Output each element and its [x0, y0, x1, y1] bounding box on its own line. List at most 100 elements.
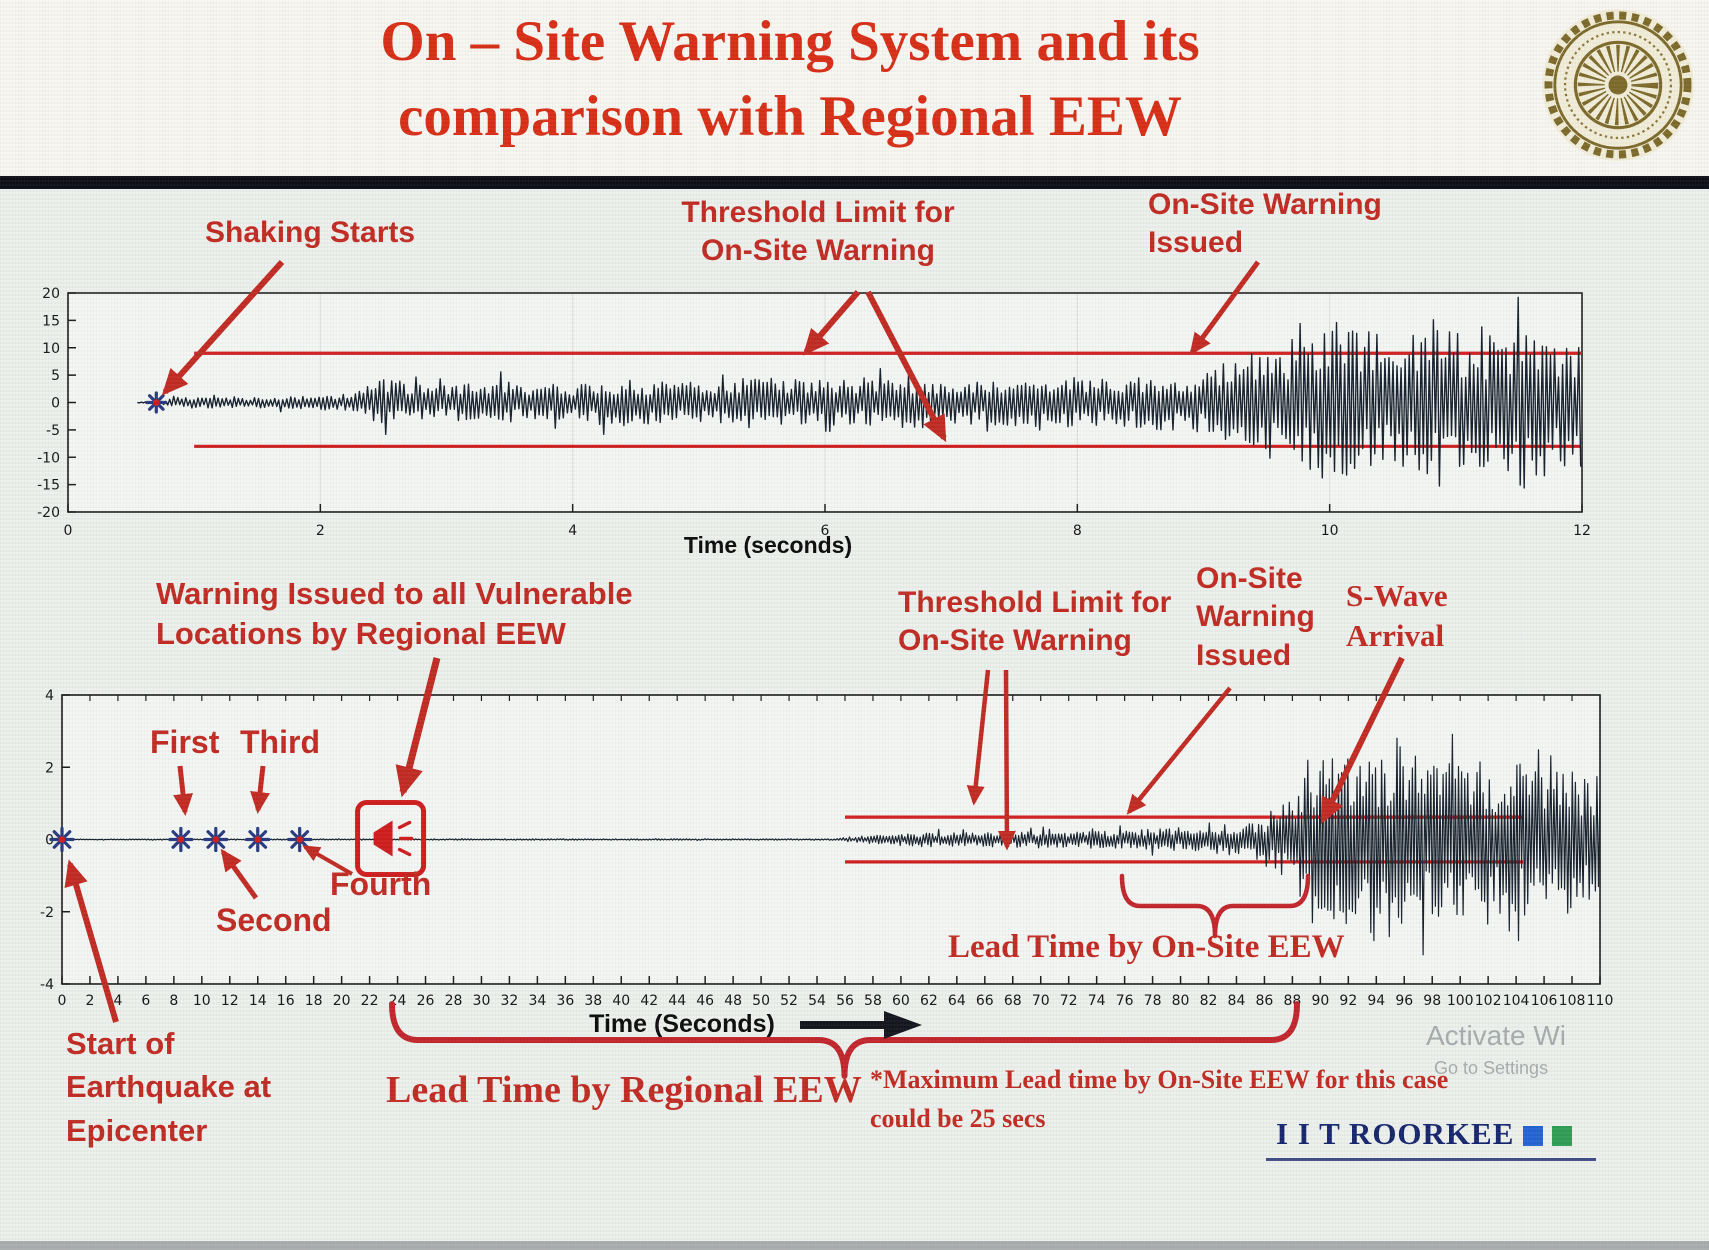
- shaking-start-marker: [145, 391, 168, 414]
- annotation-s-wave-arrival: S-Wave Arrival: [1346, 576, 1448, 655]
- y-tick-label: 4: [45, 688, 54, 704]
- x-tick-label: 90: [1311, 993, 1329, 1009]
- x-tick-label: 86: [1256, 993, 1274, 1009]
- annotation-line: Epicenter: [66, 1112, 208, 1148]
- x-tick-label: 70: [1032, 993, 1050, 1009]
- regional-warning-icon: [355, 800, 427, 877]
- annotation-line: Start of: [66, 1026, 175, 1061]
- annotation-line: *Maximum Lead time by On-Site EEW for th…: [870, 1065, 1449, 1094]
- y-tick-label: 10: [42, 341, 60, 357]
- x-tick-label: 46: [696, 993, 714, 1009]
- iit-roorkee-logo: [1539, 6, 1697, 169]
- x-tick-label: 104: [1503, 993, 1530, 1009]
- annotation-line: Warning: [1196, 600, 1315, 634]
- x-tick-label: 44: [668, 993, 686, 1009]
- x-tick-label: 40: [612, 993, 630, 1009]
- annotation-line: Earthquake at: [66, 1069, 272, 1105]
- activate-windows-watermark: Activate Wi: [1426, 1020, 1567, 1051]
- x-tick-label: 78: [1144, 993, 1162, 1009]
- x-tick-label: 82: [1200, 993, 1218, 1009]
- x-tick-label: 28: [445, 993, 463, 1009]
- y-tick-label: 2: [45, 760, 54, 776]
- y-tick-label: 5: [51, 368, 60, 384]
- slide-title-line1: On – Site Warning System and its: [380, 10, 1200, 73]
- x-tick-label: 102: [1475, 993, 1502, 1009]
- x-tick-label: 98: [1423, 993, 1441, 1009]
- x-tick-label: 48: [724, 993, 742, 1009]
- annotation-first-report: First: [150, 724, 220, 760]
- bottom-chart-xaxis-label: Time (Seconds): [589, 1010, 775, 1038]
- x-tick-label: 0: [64, 523, 73, 539]
- x-tick-label: 34: [528, 993, 546, 1009]
- x-tick-label: 76: [1116, 993, 1134, 1009]
- x-tick-label: 94: [1367, 993, 1385, 1009]
- x-tick-label: 80: [1172, 993, 1190, 1009]
- x-tick-label: 96: [1395, 993, 1413, 1009]
- x-tick-label: 66: [976, 993, 994, 1009]
- y-tick-label: -2: [40, 905, 54, 921]
- p-wave-star-marker: [203, 826, 229, 853]
- x-tick-label: 32: [501, 993, 519, 1009]
- annotation-line: On-Site Warning: [701, 234, 935, 268]
- brand-underline: [1266, 1158, 1596, 1161]
- x-tick-label: 110: [1587, 993, 1614, 1009]
- annotation-fourth-report: Fourth: [330, 866, 432, 902]
- annotation-line: S-Wave: [1346, 578, 1448, 613]
- annotation-shaking-starts: Shaking Starts: [205, 216, 416, 249]
- annotation-line: Threshold Limit for: [681, 196, 955, 229]
- annotation-lead-time-onsite: Lead Time by On-Site EEW: [948, 929, 1345, 965]
- x-tick-label: 4: [568, 523, 577, 539]
- y-tick-label: 0: [51, 396, 60, 412]
- x-tick-label: 108: [1559, 993, 1586, 1009]
- x-tick-label: 100: [1447, 993, 1474, 1009]
- onsite-seismogram-waveform: [137, 296, 1582, 489]
- iit-roorkee-wordmark: I I T ROORKEE: [1276, 1116, 1573, 1152]
- x-tick-label: 64: [948, 993, 966, 1009]
- slide-title: On – Site Warning System and its compari…: [110, 4, 1470, 154]
- x-tick-label: 2: [316, 523, 325, 539]
- x-tick-label: 0: [58, 993, 67, 1009]
- title-divider-bar: [0, 176, 1709, 189]
- x-tick-label: 42: [640, 993, 658, 1009]
- activate-windows-watermark-line2: Go to Settings: [1434, 1058, 1549, 1078]
- p-wave-star-marker: [245, 826, 271, 853]
- x-tick-label: 88: [1283, 993, 1301, 1009]
- x-tick-label: 26: [417, 993, 435, 1009]
- x-tick-label: 6: [141, 993, 150, 1009]
- annotation-line: Locations by Regional EEW: [156, 615, 566, 651]
- p-wave-star-marker: [287, 826, 313, 853]
- x-tick-label: 4: [113, 993, 122, 1009]
- x-tick-label: 92: [1339, 993, 1357, 1009]
- x-tick-label: 84: [1228, 993, 1246, 1009]
- annotation-line: On-Site: [1196, 562, 1303, 595]
- iit-roorkee-seal-icon: [1542, 9, 1694, 161]
- y-tick-label: -5: [46, 423, 60, 439]
- annotation-line: On-Site Warning: [898, 624, 1132, 658]
- x-tick-label: 10: [1321, 523, 1339, 539]
- x-tick-label: 6: [821, 523, 830, 539]
- annotation-line: could be 25 secs: [870, 1104, 1046, 1133]
- annotation-line: On-Site Warning: [1148, 188, 1382, 221]
- x-tick-label: 12: [1573, 523, 1591, 539]
- y-tick-label: -20: [37, 505, 60, 521]
- y-tick-label: 0: [45, 833, 54, 849]
- x-tick-label: 12: [221, 993, 239, 1009]
- x-tick-label: 22: [361, 993, 379, 1009]
- brand-text: I I T ROORKEE: [1276, 1116, 1515, 1151]
- annotation-onsite-warning-issued-top: On-Site Warning Issued: [1148, 186, 1382, 263]
- x-tick-label: 106: [1531, 993, 1558, 1009]
- annotation-threshold-limit-bottom: Threshold Limit for On-Site Warning: [898, 584, 1171, 661]
- brand-square-blue: [1523, 1126, 1544, 1146]
- brand-square-green: [1552, 1126, 1573, 1146]
- annotation-threshold-limit-top: Threshold Limit for On-Site Warning: [668, 194, 968, 271]
- annotation-line: Warning Issued to all Vulnerable: [156, 576, 633, 611]
- annotation-lead-time-regional: Lead Time by Regional EEW: [386, 1069, 862, 1111]
- x-tick-label: 8: [1073, 523, 1082, 539]
- slide-title-line2: comparison with Regional EEW: [398, 85, 1182, 149]
- x-tick-label: 20: [333, 993, 351, 1009]
- annotation-line: Arrival: [1346, 617, 1445, 653]
- annotation-line: Issued: [1148, 226, 1244, 260]
- annotation-start-epicenter: Start of Earthquake at Epicenter: [66, 1022, 271, 1152]
- x-tick-label: 36: [556, 993, 574, 1009]
